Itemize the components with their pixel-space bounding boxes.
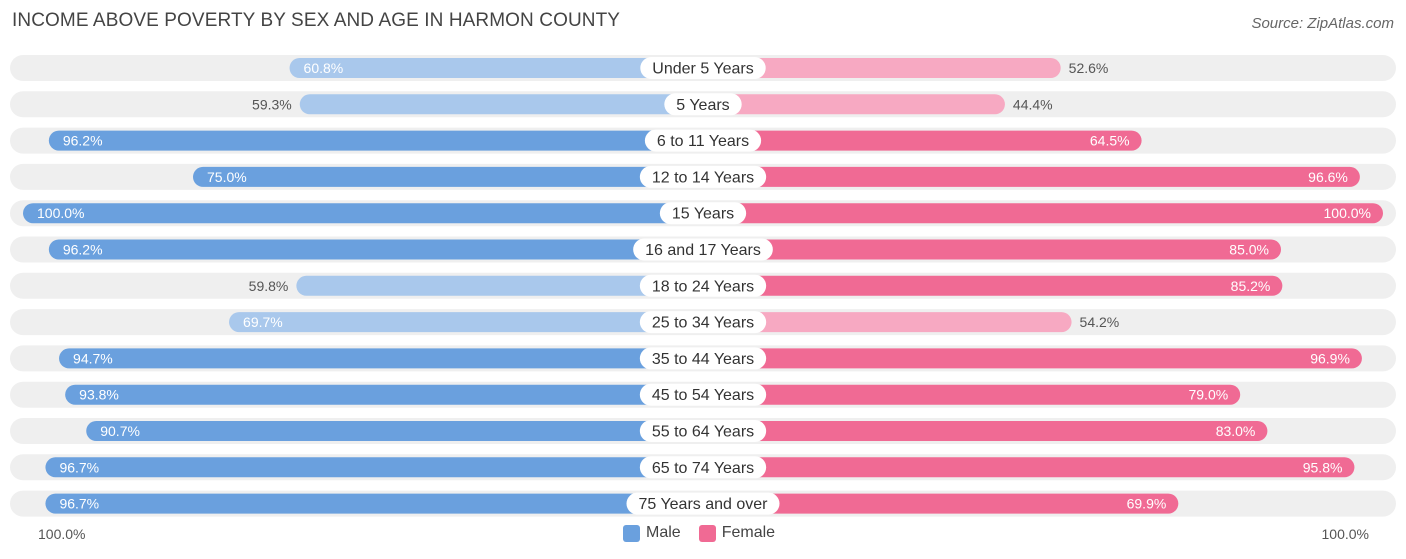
female-value-label: 44.4% bbox=[1013, 96, 1053, 112]
category-label-pill bbox=[626, 492, 780, 515]
male-bar bbox=[48, 130, 703, 151]
category-label: 16 and 17 Years bbox=[645, 242, 761, 259]
legend-item-female[interactable]: Female bbox=[698, 524, 776, 542]
category-label-pill bbox=[639, 383, 767, 406]
female-bar bbox=[703, 94, 1005, 115]
male-value-label: 93.8% bbox=[79, 387, 119, 403]
male-value-label: 69.7% bbox=[243, 314, 283, 330]
female-value-label: 95.8% bbox=[1303, 459, 1343, 475]
category-label-pill bbox=[659, 202, 747, 225]
female-value-label: 96.9% bbox=[1310, 350, 1350, 366]
category-label: 6 to 11 Years bbox=[657, 133, 749, 150]
male-bar bbox=[23, 203, 703, 224]
female-bar bbox=[703, 275, 1283, 296]
male-bar bbox=[296, 275, 703, 296]
female-bar bbox=[703, 130, 1142, 151]
category-label: 75 Years and over bbox=[639, 496, 769, 513]
axis-left-label: 100.0% bbox=[38, 526, 86, 542]
male-bar bbox=[59, 348, 704, 369]
category-label: 45 to 54 Years bbox=[652, 387, 754, 404]
female-value-label: 69.9% bbox=[1127, 496, 1167, 512]
category-label: 55 to 64 Years bbox=[652, 424, 754, 441]
male-swatch bbox=[623, 524, 640, 542]
male-bar bbox=[299, 94, 703, 115]
category-label-pill bbox=[633, 238, 773, 261]
female-bar bbox=[703, 493, 1179, 514]
female-swatch bbox=[698, 524, 716, 542]
category-label-pill bbox=[639, 347, 767, 370]
category-label: 18 to 24 Years bbox=[652, 278, 754, 295]
category-label: Under 5 Years bbox=[652, 61, 753, 78]
male-value-label: 94.7% bbox=[73, 350, 113, 366]
source-label: Source: ZipAtlas.com bbox=[1251, 15, 1394, 32]
female-bar bbox=[703, 166, 1360, 187]
female-bar bbox=[703, 421, 1268, 441]
male-value-label: 96.7% bbox=[59, 459, 99, 475]
legend: Male Female bbox=[623, 524, 793, 542]
category-label-pill bbox=[640, 57, 766, 79]
male-bar bbox=[65, 384, 703, 405]
male-value-label: 59.3% bbox=[252, 96, 292, 112]
male-bar bbox=[48, 239, 703, 260]
female-value-label: 83.0% bbox=[1216, 423, 1256, 439]
category-label-pill bbox=[664, 93, 742, 116]
male-value-label: 100.0% bbox=[37, 205, 84, 221]
female-value-label: 85.2% bbox=[1231, 278, 1271, 294]
male-bar bbox=[229, 312, 704, 333]
category-label-pill bbox=[639, 456, 767, 479]
category-label: 25 to 34 Years bbox=[652, 315, 754, 332]
chart-title: INCOME ABOVE POVERTY BY SEX AND AGE IN H… bbox=[12, 10, 621, 31]
female-bar bbox=[703, 203, 1383, 224]
male-bar bbox=[193, 166, 703, 187]
female-value-label: 64.5% bbox=[1090, 133, 1130, 149]
male-bar bbox=[45, 493, 703, 514]
male-value-label: 96.7% bbox=[59, 496, 99, 512]
category-label: 15 Years bbox=[672, 206, 734, 223]
male-value-label: 75.0% bbox=[207, 169, 247, 185]
legend-item-male[interactable]: Male bbox=[623, 524, 681, 542]
male-value-label: 96.2% bbox=[63, 242, 103, 258]
female-value-label: 85.0% bbox=[1229, 242, 1269, 258]
male-bar bbox=[86, 421, 704, 441]
category-label-pill bbox=[639, 311, 767, 334]
female-bar bbox=[703, 239, 1281, 260]
male-value-label: 90.7% bbox=[100, 423, 140, 439]
female-value-label: 96.6% bbox=[1308, 169, 1348, 185]
category-label: 35 to 44 Years bbox=[652, 351, 754, 368]
category-label: 65 to 74 Years bbox=[652, 460, 754, 477]
male-value-label: 60.8% bbox=[304, 60, 344, 76]
male-value-label: 96.2% bbox=[63, 133, 103, 149]
female-value-label: 54.2% bbox=[1080, 314, 1120, 330]
male-bar bbox=[289, 58, 703, 78]
category-label-pill bbox=[639, 420, 767, 442]
category-label-pill bbox=[644, 129, 762, 152]
female-value-label: 100.0% bbox=[1324, 205, 1371, 221]
female-bar bbox=[703, 348, 1362, 369]
female-value-label: 79.0% bbox=[1188, 387, 1228, 403]
male-bar bbox=[45, 457, 703, 478]
axis-right-label: 100.0% bbox=[1321, 526, 1369, 542]
category-label: 5 Years bbox=[676, 97, 729, 114]
female-bar bbox=[703, 58, 1061, 78]
female-bar bbox=[703, 457, 1355, 478]
female-value-label: 52.6% bbox=[1069, 60, 1109, 76]
category-label-pill bbox=[639, 165, 767, 188]
legend-female-label: Female bbox=[721, 524, 776, 541]
female-bar bbox=[703, 384, 1241, 405]
male-value-label: 59.8% bbox=[249, 278, 289, 294]
category-label-pill bbox=[639, 274, 767, 297]
category-label: 12 to 14 Years bbox=[652, 169, 754, 186]
female-bar bbox=[703, 312, 1072, 333]
legend-male-label: Male bbox=[646, 524, 681, 541]
